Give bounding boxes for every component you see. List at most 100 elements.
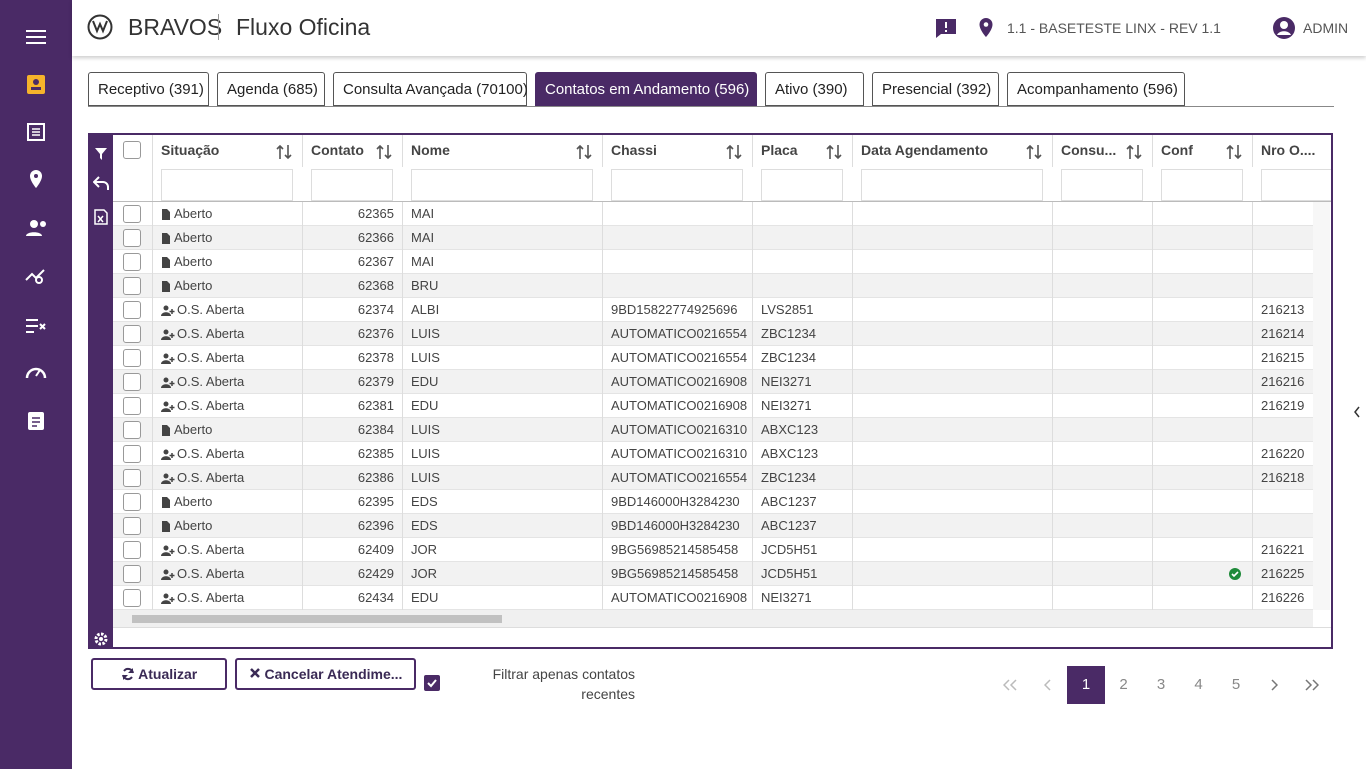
column-filter-input[interactable] <box>311 169 393 201</box>
clipboard-icon[interactable] <box>24 408 48 432</box>
cell <box>853 322 1053 346</box>
gauge-icon[interactable] <box>24 360 48 384</box>
first-page[interactable] <box>1003 679 1017 691</box>
column-filter-input[interactable] <box>1261 169 1333 201</box>
h-scroll-thumb[interactable] <box>132 615 502 623</box>
cell <box>603 202 753 226</box>
row-checkbox[interactable] <box>123 325 141 343</box>
cell: 62386 <box>303 466 403 490</box>
cell <box>753 274 853 298</box>
column-filter-input[interactable] <box>1161 169 1243 201</box>
cell: MAI <box>403 202 445 226</box>
row-checkbox[interactable] <box>123 517 141 535</box>
prev-page[interactable] <box>1044 679 1052 691</box>
page-number[interactable]: 2 <box>1105 666 1143 704</box>
column-filter-input[interactable] <box>761 169 843 201</box>
tab[interactable]: Acompanhamento (596) <box>1007 72 1185 106</box>
page-number[interactable]: 4 <box>1180 666 1218 704</box>
column-filter-input[interactable] <box>861 169 1043 201</box>
location-icon[interactable] <box>24 168 48 192</box>
row-checkbox[interactable] <box>123 205 141 223</box>
menu-icon[interactable] <box>24 28 48 46</box>
settings-icon[interactable] <box>93 631 109 647</box>
user-name[interactable]: ADMIN <box>1303 20 1348 36</box>
header-checkbox <box>123 141 141 159</box>
filter-checkbox[interactable] <box>424 675 440 691</box>
row-checkbox[interactable] <box>123 421 141 439</box>
cell: JCD5H51 <box>753 562 853 586</box>
sort-icon <box>825 143 843 161</box>
list-icon[interactable] <box>24 120 48 144</box>
column-filter-input[interactable] <box>161 169 293 201</box>
column-header[interactable]: Nome <box>403 135 603 167</box>
cell <box>1153 442 1253 466</box>
next-page[interactable] <box>1270 679 1278 691</box>
analytics-icon[interactable] <box>24 264 48 288</box>
row-checkbox[interactable] <box>123 445 141 463</box>
cell <box>853 202 1053 226</box>
row-checkbox[interactable] <box>123 493 141 511</box>
row-checkbox[interactable] <box>123 565 141 583</box>
row-checkbox[interactable] <box>123 349 141 367</box>
cell <box>1153 250 1253 274</box>
column-header[interactable]: Data Agendamento <box>853 135 1053 167</box>
page-number[interactable]: 5 <box>1217 666 1255 704</box>
contacts-icon[interactable] <box>24 72 48 96</box>
tab[interactable]: Presencial (392) <box>872 72 999 106</box>
row-checkbox[interactable] <box>123 277 141 295</box>
people-icon[interactable] <box>24 216 48 240</box>
tab[interactable]: Agenda (685) <box>217 72 325 106</box>
cell: MAI <box>403 250 445 274</box>
column-filter-input[interactable] <box>611 169 743 201</box>
checklist-icon[interactable] <box>24 312 48 336</box>
row-checkbox[interactable] <box>123 397 141 415</box>
location-name[interactable]: 1.1 - BASETESTE LINX - REV 1.1 <box>1007 20 1221 36</box>
cell: Aberto <box>170 274 303 298</box>
cell: MAI <box>403 226 445 250</box>
row-checkbox[interactable] <box>123 589 141 607</box>
v-scrollbar[interactable] <box>1313 202 1330 610</box>
cell <box>853 466 1053 490</box>
check-mark <box>427 678 437 688</box>
cell <box>1153 370 1253 394</box>
tab[interactable]: Receptivo (391) <box>88 72 209 106</box>
column-header[interactable]: Nro O.... <box>1253 135 1333 167</box>
message-icon[interactable] <box>934 17 958 39</box>
page-number[interactable]: 3 <box>1142 666 1180 704</box>
page-number[interactable]: 1 <box>1067 666 1105 704</box>
cell <box>1053 442 1153 466</box>
cell: 62365 <box>303 202 403 226</box>
cell <box>1053 514 1153 538</box>
cell: O.S. Aberta <box>173 322 303 346</box>
cell <box>1053 394 1153 418</box>
row-checkbox[interactable] <box>123 253 141 271</box>
excel-icon[interactable] <box>94 209 108 225</box>
cell: 62374 <box>303 298 403 322</box>
cancel-button[interactable]: Cancelar Atendime... <box>235 658 416 690</box>
user-icon[interactable] <box>1272 16 1296 40</box>
row-checkbox[interactable] <box>123 229 141 247</box>
sort-icon <box>1225 143 1243 161</box>
cell <box>753 226 853 250</box>
column-filter-input[interactable] <box>1061 169 1143 201</box>
row-checkbox[interactable] <box>123 373 141 391</box>
tab[interactable]: Consulta Avançada (70100) <box>333 72 527 106</box>
filter-icon[interactable] <box>94 147 108 161</box>
row-checkbox[interactable] <box>123 301 141 319</box>
cell: AUTOMATICO0216310 <box>603 418 753 442</box>
cell: LUIS <box>403 418 445 442</box>
row-checkbox[interactable] <box>123 541 141 559</box>
refresh-button[interactable]: Atualizar <box>91 658 227 690</box>
cell <box>853 514 1053 538</box>
tab[interactable]: Ativo (390) <box>765 72 864 106</box>
tab[interactable]: Contatos em Andamento (596) <box>535 72 757 106</box>
last-page[interactable] <box>1305 679 1319 691</box>
collapse-arrow[interactable] <box>1352 405 1362 419</box>
footer-row <box>113 627 1333 648</box>
cell <box>1053 202 1153 226</box>
column-filter-input[interactable] <box>411 169 593 201</box>
row-checkbox[interactable] <box>123 469 141 487</box>
cell: JOR <box>403 562 445 586</box>
undo-icon[interactable] <box>93 175 109 191</box>
cell <box>1153 202 1253 226</box>
